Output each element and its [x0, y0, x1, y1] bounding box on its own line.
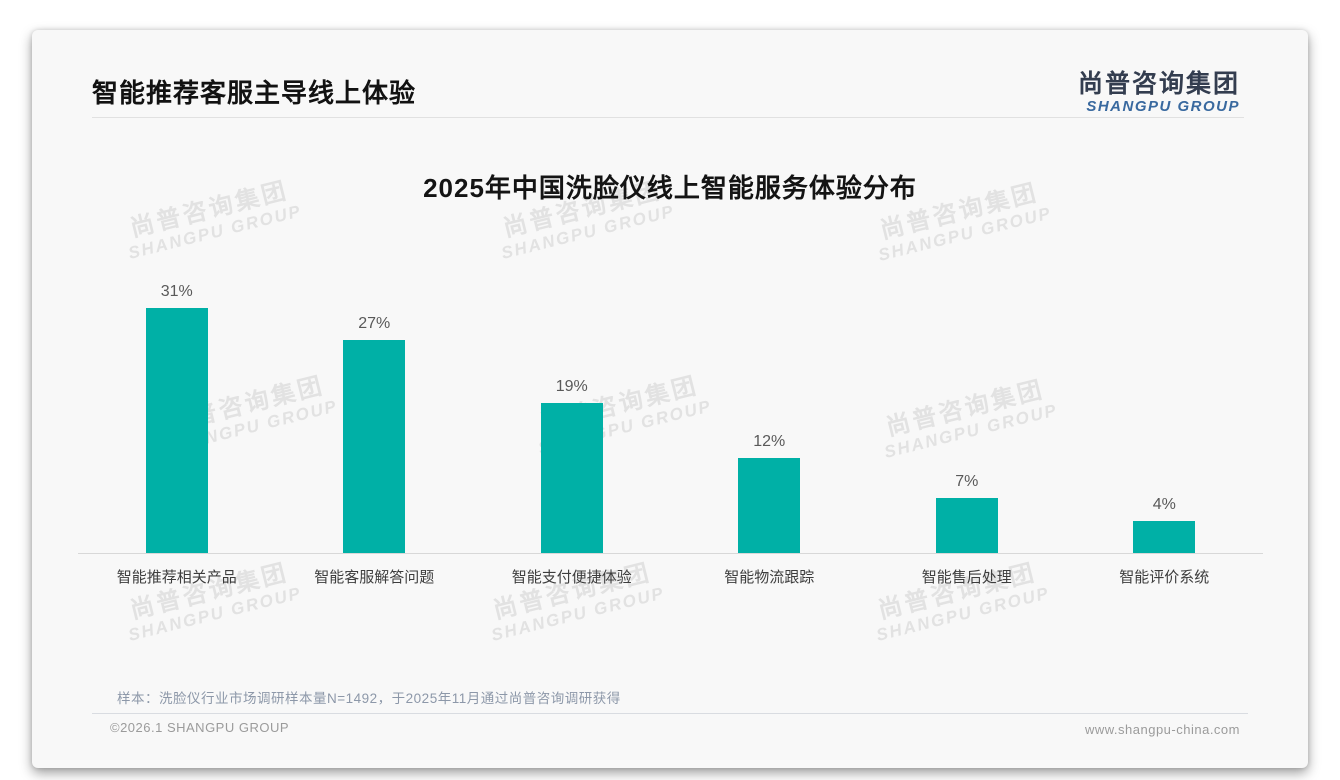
- x-axis-label: 智能售后处理: [921, 569, 1012, 586]
- watermark-english-text: SHANGPU GROUP: [489, 583, 667, 645]
- bar-4: 12%: [738, 433, 801, 553]
- sample-note: 样本：洗脸仪行业市场调研样本量N=1492，于2025年11月通过尚普咨询调研获…: [117, 691, 621, 706]
- header-divider: [92, 117, 1244, 118]
- x-axis-label: 智能推荐相关产品: [116, 569, 237, 586]
- x-axis-labels: 智能推荐相关产品 智能客服解答问题 智能支付便捷体验 智能物流跟踪 智能售后处理 智能评价…: [78, 567, 1263, 591]
- watermark-english-text: SHANGPU GROUP: [126, 583, 304, 645]
- bar-value-label: 4%: [1152, 496, 1176, 513]
- bar-chart: 31% 27% 19% 12% 7% 4%: [78, 283, 1263, 553]
- x-axis-label: 智能物流跟踪: [724, 569, 815, 586]
- watermark-english-text: SHANGPU GROUP: [876, 203, 1054, 265]
- bar-value-label: 31%: [160, 283, 193, 300]
- copyright-text: ©2026.1 SHANGPU GROUP: [110, 720, 290, 735]
- x-axis-line: [78, 553, 1263, 554]
- bar-6: 4%: [1133, 496, 1196, 553]
- watermark-english-text: SHANGPU GROUP: [126, 201, 304, 263]
- bar-5: 7%: [935, 473, 998, 553]
- logo-chinese-text: 尚普咨询集团: [1077, 70, 1240, 98]
- slide: 尚普咨询集团 SHANGPU GROUP 尚普咨询集团 SHANGPU GROUP 尚普…: [32, 30, 1308, 768]
- bar-value-label: 19%: [555, 378, 588, 395]
- x-axis-label: 智能评价系统: [1119, 569, 1210, 586]
- bar-value-label: 27%: [358, 315, 391, 332]
- watermark-english-text: SHANGPU GROUP: [499, 201, 677, 263]
- page-title: 智能推荐客服主导线上体验: [92, 78, 417, 108]
- bar-3: 19%: [540, 378, 603, 553]
- x-axis-label: 智能支付便捷体验: [511, 569, 632, 586]
- watermark-english-text: SHANGPU GROUP: [874, 583, 1052, 645]
- shangpu-logo: 尚普咨询集团 SHANGPU GROUP: [1078, 70, 1240, 116]
- bar-value-label: 12%: [753, 433, 786, 450]
- website-text: www.shangpu-china.com: [1084, 722, 1240, 737]
- chart-title: 2025年中国洗脸仪线上智能服务体验分布: [423, 173, 917, 203]
- footer-divider: [92, 713, 1248, 714]
- bar-value-label: 7%: [955, 473, 979, 490]
- bar-2: 27%: [343, 315, 406, 553]
- bar-1: 31%: [145, 283, 208, 553]
- x-axis-label: 智能客服解答问题: [314, 569, 435, 586]
- logo-english-text: SHANGPU GROUP: [1086, 98, 1240, 115]
